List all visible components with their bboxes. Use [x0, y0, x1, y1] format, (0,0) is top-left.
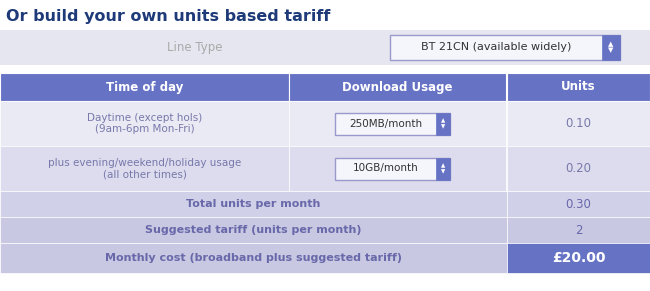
Bar: [507, 73, 650, 101]
Text: 10GB/month: 10GB/month: [352, 164, 419, 173]
Text: Line Type: Line Type: [167, 41, 223, 54]
Text: Daytime (except hols)
(9am-6pm Mon-Fri): Daytime (except hols) (9am-6pm Mon-Fri): [87, 113, 202, 134]
Bar: [0, 146, 289, 191]
Bar: [507, 101, 650, 146]
Text: 0.10: 0.10: [566, 117, 592, 130]
Text: ▲: ▲: [441, 163, 445, 168]
Text: Total units per month: Total units per month: [187, 199, 320, 209]
Text: ▼: ▼: [441, 169, 445, 174]
Text: Monthly cost (broadband plus suggested tariff): Monthly cost (broadband plus suggested t…: [105, 253, 402, 263]
Bar: [436, 113, 450, 134]
Text: Time of day: Time of day: [106, 81, 183, 93]
Bar: [507, 217, 650, 243]
Text: Or build your own units based tariff: Or build your own units based tariff: [6, 8, 330, 24]
Text: plus evening/weekend/holiday usage
(all other times): plus evening/weekend/holiday usage (all …: [48, 158, 241, 179]
Bar: [0, 30, 650, 65]
Text: 2: 2: [575, 223, 582, 237]
Bar: [507, 243, 650, 273]
Text: ▲: ▲: [608, 42, 614, 47]
Bar: [0, 243, 507, 273]
Bar: [390, 35, 620, 60]
Text: 0.20: 0.20: [566, 162, 592, 175]
Bar: [507, 191, 650, 217]
Bar: [507, 146, 650, 191]
Text: ▲: ▲: [441, 118, 445, 123]
Text: Suggested tariff (units per month): Suggested tariff (units per month): [145, 225, 362, 235]
Bar: [602, 35, 620, 60]
Bar: [289, 73, 506, 101]
Text: Download Usage: Download Usage: [343, 81, 453, 93]
Bar: [289, 101, 506, 146]
Bar: [0, 217, 507, 243]
Bar: [0, 191, 507, 217]
Text: BT 21CN (available widely): BT 21CN (available widely): [421, 42, 571, 52]
Text: 0.30: 0.30: [566, 198, 592, 210]
Bar: [289, 146, 506, 191]
Text: ▼: ▼: [608, 47, 614, 54]
Bar: [0, 101, 289, 146]
Text: Units: Units: [561, 81, 596, 93]
Bar: [335, 157, 450, 180]
Bar: [335, 113, 450, 134]
Bar: [436, 157, 450, 180]
Bar: [0, 73, 289, 101]
Text: ▼: ▼: [441, 124, 445, 129]
Text: 250MB/month: 250MB/month: [349, 118, 422, 129]
Text: £20.00: £20.00: [552, 251, 605, 265]
